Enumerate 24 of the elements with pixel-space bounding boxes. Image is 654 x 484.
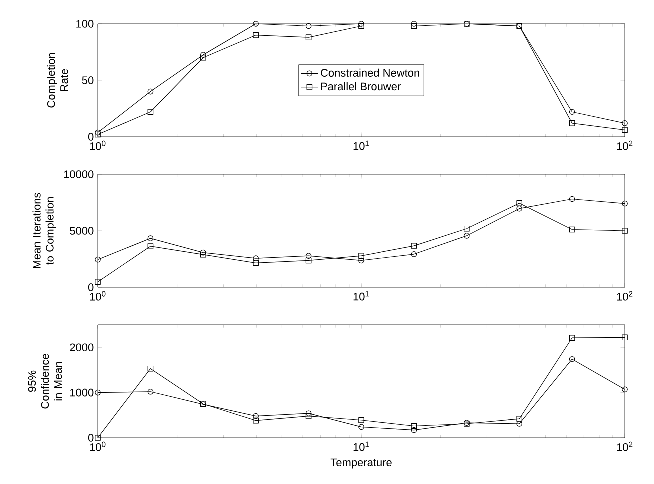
- x-tick-label: 10$^{2}$: [617, 140, 633, 150]
- x-tick-label: 10$^{1}$: [354, 442, 370, 452]
- y-tick-label: 100: [76, 20, 94, 28]
- x-tick-label: 10$^{0}$: [90, 291, 106, 301]
- x-tick-label: 10$^{0}$: [90, 140, 106, 150]
- y-tick-label: 50: [82, 76, 94, 84]
- x-axis-title: Temperature: [330, 458, 392, 469]
- y-tick-label: 0: [88, 434, 94, 442]
- x-tick-label: 10$^{1}$: [354, 291, 370, 301]
- y-tick-label: 0: [88, 133, 94, 141]
- y-axis-title: Completion Rate: [47, 53, 68, 108]
- y-axis-title: Mean Iterations to Completion: [32, 193, 56, 268]
- legend-label: Parallel Brouwer: [321, 82, 401, 91]
- legend-label: Constrained Newton: [321, 68, 420, 77]
- y-tick-label: 1000: [70, 388, 94, 397]
- x-tick-label: 10$^{1}$: [354, 140, 370, 150]
- x-tick-label: 10$^{2}$: [617, 442, 633, 452]
- y-axis-title: 95% Confidence in Mean: [28, 354, 62, 409]
- y-tick-label: 0: [88, 284, 94, 292]
- y-tick-label: 2000: [70, 344, 94, 352]
- x-tick-label: 10$^{2}$: [617, 291, 633, 301]
- y-tick-label: 5000: [70, 227, 94, 235]
- x-tick-label: 10$^{0}$: [90, 442, 106, 452]
- y-tick-label: 10000: [64, 170, 94, 178]
